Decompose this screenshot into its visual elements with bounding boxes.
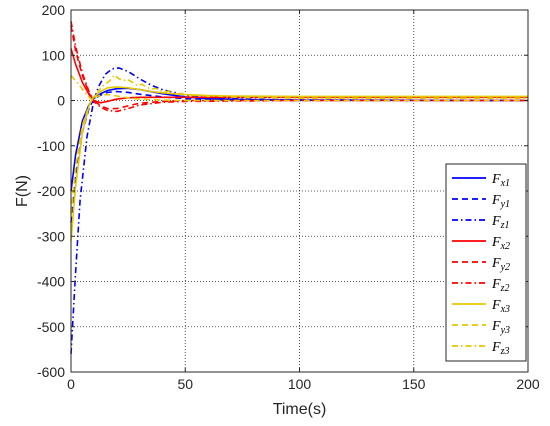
series-lines bbox=[70, 21, 529, 354]
legend-label-x2: Fx2 bbox=[491, 235, 510, 252]
x-tick-label: 200 bbox=[516, 376, 540, 392]
series-line-z3 bbox=[70, 74, 528, 101]
legend-label-y3: Fy3 bbox=[491, 319, 510, 336]
series-line-y3 bbox=[70, 93, 528, 214]
y-tick-label: 0 bbox=[57, 93, 65, 109]
legend-label-y1: Fy1 bbox=[491, 193, 510, 210]
y-axis-label: F(N) bbox=[14, 175, 31, 207]
series-line-z2 bbox=[70, 21, 528, 113]
legend-label-y2: Fy2 bbox=[491, 256, 510, 273]
legend-label-x1: Fx1 bbox=[491, 172, 510, 189]
y-tick-label: 100 bbox=[42, 47, 66, 63]
x-tick-label: 50 bbox=[177, 376, 193, 392]
legend-label-z1: Fz1 bbox=[491, 214, 509, 231]
axis-ticks: 0 50 100 150 200 -600 -500 -400 -300 -200 -100 0 100… bbox=[37, 2, 540, 392]
y-tick-label: -100 bbox=[37, 138, 65, 154]
series-line-x3 bbox=[70, 86, 528, 241]
x-axis-label: Time(s) bbox=[273, 401, 327, 418]
y-tick-label: -600 bbox=[37, 364, 65, 380]
y-tick-label: -200 bbox=[37, 183, 65, 199]
legend-label-z3: Fz3 bbox=[491, 340, 509, 357]
y-tick-label: 200 bbox=[42, 2, 66, 18]
legend: Fx1 Fy1 Fz1 Fx2 Fy2 Fz2 Fx3 Fy3 Fz3 bbox=[445, 163, 527, 362]
x-tick-label: 150 bbox=[402, 376, 426, 392]
series-line-z1 bbox=[70, 67, 529, 354]
x-tick-label: 0 bbox=[67, 376, 75, 392]
series-line-y1 bbox=[70, 90, 528, 223]
y-tick-label: -300 bbox=[37, 228, 65, 244]
series-line-x2 bbox=[70, 48, 528, 104]
legend-label-x3: Fx3 bbox=[491, 298, 510, 315]
x-tick-label: 100 bbox=[288, 376, 312, 392]
y-tick-label: -400 bbox=[37, 274, 65, 290]
legend-label-z2: Fz2 bbox=[491, 277, 509, 294]
y-tick-label: -500 bbox=[37, 319, 65, 335]
